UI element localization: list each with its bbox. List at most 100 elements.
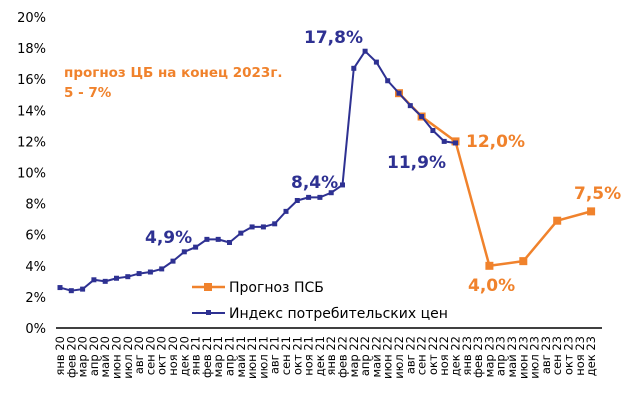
- y-tick-label: 12%: [17, 135, 46, 150]
- data-point: [441, 138, 447, 144]
- x-tick-label: фев 21: [200, 336, 214, 378]
- data-point: [351, 65, 357, 71]
- data-point: [227, 239, 232, 245]
- y-tick-label: 6%: [25, 229, 46, 244]
- y-tick-label: 10%: [17, 167, 46, 182]
- y-tick-label: 8%: [25, 198, 46, 213]
- data-annotation: 4,0%: [468, 276, 515, 296]
- data-point: [170, 258, 176, 264]
- data-annotation: 17,8%: [304, 28, 363, 48]
- x-tick-label: сен 21: [279, 336, 293, 375]
- x-tick-label: ноя 23: [573, 336, 587, 376]
- data-point: [249, 224, 255, 230]
- x-tick-label: янв 21: [189, 336, 203, 376]
- data-point: [91, 277, 97, 283]
- y-tick-label: 4%: [25, 260, 46, 275]
- data-point: [114, 275, 119, 281]
- data-point: [80, 286, 86, 292]
- data-point: [362, 48, 368, 54]
- x-tick-label: дек 22: [449, 336, 463, 376]
- data-point: [430, 128, 436, 134]
- x-tick-label: май 23: [505, 336, 519, 378]
- legend-swatch-marker: [204, 283, 212, 291]
- x-tick-label: июн 23: [516, 336, 530, 379]
- x-tick-label: апр 21: [223, 336, 237, 376]
- data-point: [238, 230, 244, 236]
- data-point: [385, 78, 391, 84]
- x-tick-label: мар 21: [211, 336, 225, 377]
- x-tick-label: май 22: [369, 336, 383, 378]
- x-tick-label: июл 20: [121, 336, 135, 379]
- x-tick-label: сен 20: [143, 336, 157, 375]
- x-tick-label: апр 20: [87, 336, 101, 376]
- data-point: [317, 194, 323, 200]
- data-point: [553, 216, 562, 225]
- data-point: [68, 288, 74, 294]
- data-point: [294, 197, 300, 203]
- x-tick-label: дек 23: [584, 336, 598, 376]
- data-point: [125, 274, 131, 280]
- x-tick-label: сен 23: [550, 336, 564, 375]
- data-point: [340, 182, 345, 188]
- x-tick-label: мар 23: [482, 336, 496, 377]
- x-tick-label: дек 20: [177, 336, 191, 376]
- data-point: [407, 103, 413, 109]
- x-tick-label: авг 22: [403, 336, 417, 374]
- data-point: [519, 257, 528, 266]
- data-point: [272, 221, 278, 227]
- y-tick-label: 20%: [17, 11, 46, 26]
- data-point: [193, 244, 199, 250]
- data-point: [215, 236, 221, 242]
- x-tick-label: май 20: [98, 336, 112, 378]
- data-annotation: 7,5%: [574, 184, 621, 204]
- data-point: [485, 261, 494, 270]
- data-point: [181, 249, 187, 255]
- data-point: [283, 208, 289, 214]
- data-point: [102, 278, 108, 284]
- x-tick-label: фев 20: [64, 336, 78, 378]
- x-tick-label: янв 23: [460, 336, 474, 376]
- data-annotation: прогноз ЦБ на конец 2023г.: [64, 65, 283, 81]
- legend-swatch-marker: [206, 310, 211, 315]
- x-tick-label: ноя 22: [437, 336, 451, 376]
- data-point: [396, 90, 402, 96]
- data-annotation: 8,4%: [291, 173, 338, 193]
- x-tick-label: фев 23: [471, 336, 485, 378]
- data-point: [147, 269, 153, 275]
- x-tick-label: июл 22: [392, 336, 406, 379]
- data-point: [453, 140, 458, 146]
- x-tick-label: апр 23: [494, 336, 508, 376]
- x-tick-label: июн 22: [381, 336, 395, 379]
- data-point: [419, 114, 425, 120]
- data-point: [328, 190, 334, 196]
- data-point: [204, 236, 210, 242]
- x-tick-label: июн 21: [245, 336, 259, 379]
- x-tick-label: сен 22: [415, 336, 429, 375]
- series-line: [398, 92, 592, 268]
- x-tick-label: окт 21: [290, 336, 304, 375]
- x-tick-label: авг 23: [539, 336, 553, 374]
- x-tick-label: окт 20: [155, 336, 169, 375]
- data-annotation: 12,0%: [466, 132, 525, 152]
- x-tick-label: дек 21: [313, 336, 327, 376]
- y-tick-label: 0%: [25, 322, 46, 337]
- y-tick-label: 14%: [17, 104, 46, 119]
- data-annotation: 11,9%: [387, 153, 446, 173]
- x-tick-label: июл 21: [256, 336, 270, 379]
- data-annotation: 5 - 7%: [64, 85, 112, 101]
- x-tick-label: мар 20: [76, 336, 90, 377]
- data-point: [306, 194, 312, 200]
- x-tick-label: апр 22: [358, 336, 372, 376]
- x-tick-label: авг 20: [132, 336, 146, 374]
- x-tick-label: янв 20: [53, 336, 67, 376]
- x-tick-label: июн 20: [110, 336, 124, 379]
- data-point: [159, 266, 165, 272]
- legend-label: Прогноз ПСБ: [229, 280, 324, 296]
- x-tick-label: авг 21: [268, 336, 282, 374]
- x-tick-label: май 21: [234, 336, 248, 378]
- x-tick-label: июл 23: [528, 336, 542, 379]
- data-point: [57, 285, 63, 291]
- x-tick-label: окт 23: [562, 336, 576, 375]
